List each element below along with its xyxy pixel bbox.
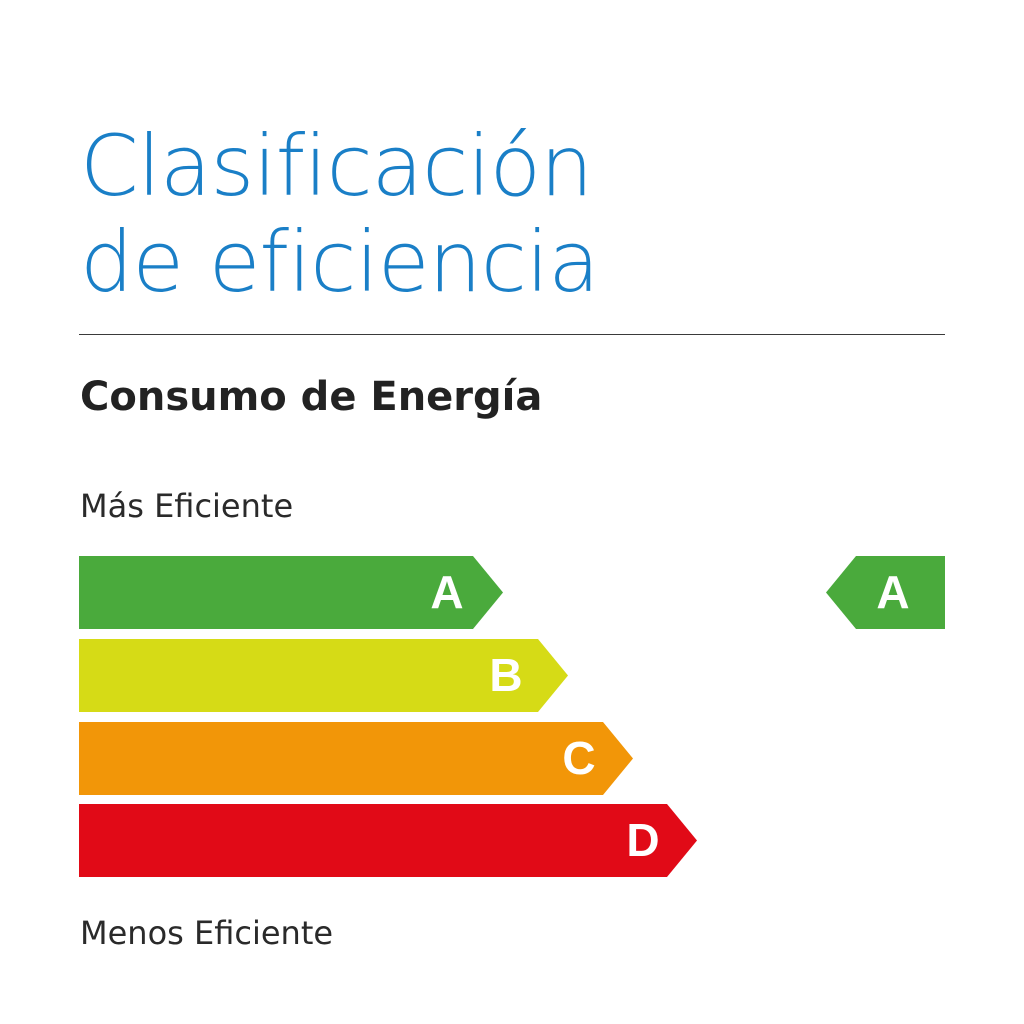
more-efficient-label: Más Eficiente — [80, 487, 294, 525]
band-d: D — [79, 804, 697, 877]
title-line-2: de eficiencia — [80, 213, 600, 311]
band-d-arrow — [79, 804, 697, 877]
band-c-arrow — [79, 722, 633, 795]
page-title: Clasificación de eficiencia — [80, 117, 600, 311]
band-a: A — [79, 556, 503, 629]
band-d-letter: D — [626, 814, 660, 866]
rating-letter: A — [876, 566, 910, 618]
band-b-arrow — [79, 639, 568, 712]
band-c-letter: C — [562, 732, 596, 784]
divider — [79, 334, 945, 335]
band-b: B — [79, 639, 568, 712]
band-a-letter: A — [430, 566, 464, 618]
band-c: C — [79, 722, 633, 795]
band-a-arrow — [79, 556, 503, 629]
section-subtitle: Consumo de Energía — [80, 374, 543, 420]
title-line-1: Clasificación — [80, 117, 593, 215]
less-efficient-label: Menos Eficiente — [80, 914, 334, 952]
rating-arrow — [826, 556, 945, 629]
band-b-letter: B — [489, 649, 523, 701]
rating-indicator: A — [826, 556, 945, 629]
